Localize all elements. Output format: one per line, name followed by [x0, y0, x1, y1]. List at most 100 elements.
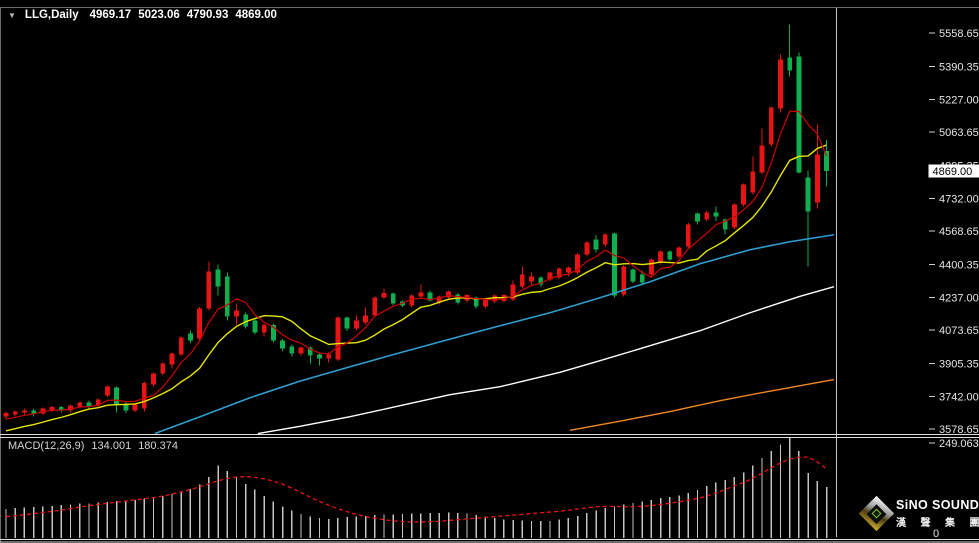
candle-body: [566, 267, 571, 273]
macd-bar: [51, 505, 53, 538]
chevron-down-icon[interactable]: ▼: [8, 10, 16, 20]
ma-line-orange: [569, 378, 835, 432]
candle-body: [270, 325, 276, 341]
macd-bar: [742, 472, 745, 538]
macd-bar: [586, 512, 588, 538]
candle-body: [169, 353, 175, 365]
macd-bar: [466, 513, 468, 538]
macd-bar: [530, 520, 533, 538]
candle-body: [123, 404, 129, 411]
candle-body: [824, 150, 829, 171]
macd-bar: [493, 518, 496, 538]
price-axis[interactable]: 5558.655390.355227.005063.654895.354732.…: [928, 28, 979, 436]
candle-body: [704, 212, 710, 220]
candle-body: [510, 284, 516, 300]
macd-signal-value: 180.374: [138, 440, 178, 452]
macd-bar: [263, 496, 265, 538]
macd-bar: [669, 496, 671, 538]
candle-body: [49, 407, 55, 411]
candle-body: [529, 276, 534, 282]
macd-bar: [475, 515, 477, 538]
macd-bar: [364, 515, 367, 538]
candle-body: [22, 410, 27, 413]
macd-bar: [14, 508, 16, 538]
candle-body: [151, 373, 156, 385]
macd-bar: [789, 438, 791, 538]
candle-body: [105, 386, 110, 396]
logo-chinese-text: 漢 聲 集 團: [896, 518, 979, 529]
macd-bar: [401, 513, 404, 538]
price-axis-label: 3905.35: [939, 359, 979, 371]
macd-bar: [678, 495, 680, 538]
candle-body: [298, 347, 304, 354]
high-value: 5023.06: [138, 9, 180, 21]
candle-body: [381, 293, 387, 298]
candle-body: [492, 295, 498, 302]
current-price-marker: [928, 164, 979, 178]
candle-body: [658, 251, 664, 263]
candle-body: [639, 274, 645, 283]
candle-body: [289, 346, 295, 354]
macd-bar: [217, 465, 219, 538]
price-axis-label: 5390.35: [939, 62, 979, 74]
candle-body: [114, 387, 120, 405]
candles-layer: [3, 24, 829, 420]
candle-body: [741, 184, 746, 205]
ma-line-red: [5, 110, 828, 420]
macd-indicator-label: MACD(12,26,9) 134.001 180.374: [8, 440, 178, 452]
macd-bar: [457, 512, 459, 538]
macd-bar: [410, 513, 413, 538]
macd-bar: [761, 457, 763, 538]
candle-body: [778, 59, 783, 109]
ma-line-white: [257, 286, 835, 435]
macd-bar: [687, 492, 689, 538]
macd-axis[interactable]: 249.063 0: [929, 438, 979, 540]
diamond-logo-icon: [858, 495, 895, 532]
candle-body: [95, 399, 101, 406]
macd-bar: [807, 473, 809, 538]
macd-bar: [567, 518, 570, 538]
macd-bar: [69, 504, 72, 538]
macd-bar: [346, 517, 348, 538]
candle-body: [676, 247, 682, 257]
candle-body: [132, 404, 138, 411]
candle-body: [473, 297, 479, 307]
macd-bar: [447, 512, 450, 538]
close-value: 4869.00: [235, 9, 277, 21]
candle-body: [58, 407, 64, 411]
candle-body: [427, 292, 433, 301]
symbol-period-label: LLG,Daily: [24, 9, 79, 21]
macd-bar: [632, 502, 634, 538]
macd-bar: [281, 506, 284, 538]
macd-bar: [549, 520, 551, 538]
macd-bar: [171, 494, 173, 538]
candle-body: [538, 277, 544, 285]
macd-bar: [623, 504, 625, 538]
macd-axis-zero-label: 0: [933, 528, 939, 540]
macd-bar: [23, 507, 26, 538]
macd-bar: [60, 505, 63, 538]
macd-bar: [696, 489, 699, 538]
candle-body: [307, 347, 313, 356]
macd-bar: [115, 501, 118, 538]
macd-bar: [208, 476, 210, 538]
macd-bar: [540, 521, 542, 538]
price-axis-label: 4400.35: [939, 260, 979, 272]
macd-bar: [392, 514, 394, 538]
macd-histogram-layer: [5, 438, 828, 538]
price-axis-label: 4568.65: [939, 226, 979, 238]
macd-signal-line: [5, 456, 827, 523]
macd-bar: [143, 498, 145, 538]
macd-bar: [254, 489, 256, 538]
macd-main-value: 134.001: [91, 440, 132, 452]
candle-body: [206, 271, 212, 309]
candle-body: [768, 107, 774, 145]
macd-axis-max-label: 249.063: [939, 438, 979, 450]
macd-bar: [752, 465, 754, 538]
candle-body: [326, 354, 332, 359]
candle-body: [685, 224, 691, 247]
macd-bar: [152, 497, 155, 538]
macd-name: MACD(12,26,9): [8, 440, 85, 452]
ma-line-blue: [154, 233, 835, 435]
